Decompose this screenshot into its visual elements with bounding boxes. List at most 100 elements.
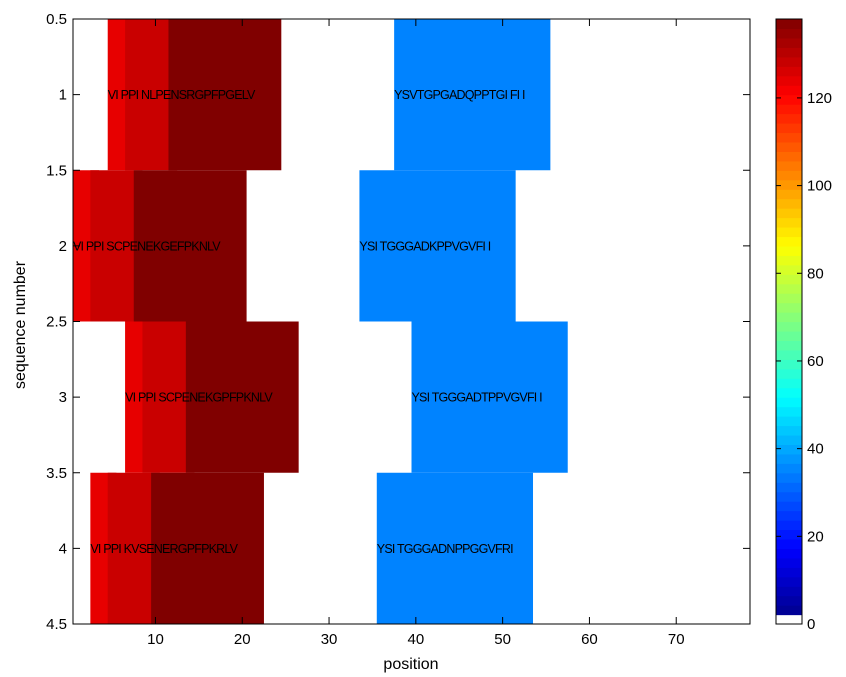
colorbar-swatch: [776, 198, 802, 209]
colorbar-tick-label: 40: [807, 441, 824, 458]
colorbar-swatch: [776, 236, 802, 247]
heatmap-cell: [151, 472, 264, 624]
colorbar: 0 20 40 60 80 100 120: [775, 18, 832, 633]
colorbar-swatch: [776, 293, 802, 304]
colorbar-swatch: [776, 19, 802, 30]
colorbar-swatch: [776, 576, 802, 587]
colorbar-swatch: [776, 472, 802, 483]
colorbar-swatch: [776, 312, 802, 323]
colorbar-swatch: [776, 605, 802, 616]
colorbar-swatch: [776, 151, 802, 162]
colorbar-swatch: [776, 132, 802, 143]
colorbar-swatch: [776, 189, 802, 200]
colorbar-swatch: [776, 170, 802, 181]
colorbar-swatch: [776, 586, 802, 597]
colorbar-swatch: [776, 406, 802, 417]
y-tick-label: 3: [59, 389, 67, 406]
y-tick-label: 0.5: [46, 11, 67, 28]
colorbar-swatch: [776, 85, 802, 96]
colorbar-swatch: [776, 226, 802, 238]
x-axis-title: position: [383, 656, 438, 673]
colorbar-swatch: [776, 264, 802, 275]
colorbar-swatch: [776, 245, 802, 256]
colorbar-swatch: [776, 614, 802, 625]
y-tick-label: 3.5: [46, 465, 67, 482]
colorbar-swatch: [776, 122, 802, 134]
colorbar-swatch: [776, 520, 802, 531]
colorbar-tick-label: 80: [807, 265, 824, 282]
heatmap-motif-cell: [359, 170, 516, 322]
motif-label: YSI TGGGADNPPGGVFRI: [377, 542, 513, 556]
colorbar-swatch: [776, 359, 802, 370]
colorbar-swatch: [776, 160, 802, 171]
sequence-label: VI PPI SCPENEKGEFPKNLV: [73, 239, 221, 253]
colorbar-tick-label: 120: [807, 90, 832, 107]
x-tick-label: 20: [234, 631, 251, 648]
colorbar-swatch: [776, 378, 802, 389]
colorbar-swatch: [776, 595, 802, 606]
colorbar-swatch: [776, 482, 802, 493]
colorbar-swatch: [776, 340, 802, 351]
colorbar-tick-label: 60: [807, 353, 824, 370]
x-tick-label: 40: [407, 631, 424, 648]
colorbar-swatch: [776, 510, 802, 521]
colorbar-swatch: [776, 179, 802, 190]
sequence-label: VI PPI KVSENERGPFPKRLV: [90, 542, 238, 556]
colorbar-swatch: [776, 274, 802, 285]
colorbar-swatch: [776, 368, 802, 379]
colorbar-swatch: [776, 66, 802, 77]
y-tick-label: 4.5: [46, 616, 67, 633]
sequence-label: VI PPI NLPENSRGPFPGELV: [108, 88, 256, 102]
y-axis-title: sequence number: [12, 260, 29, 389]
colorbar-swatch: [776, 349, 802, 360]
colorbar-swatch: [776, 330, 802, 342]
y-tick-label: 4: [59, 540, 67, 557]
y-tick-label: 1.5: [46, 162, 67, 179]
x-tick-label: 50: [494, 631, 511, 648]
colorbar-tick-label: 0: [807, 616, 815, 633]
sequence-label: VI PPI SCPENEKGPFPKNLV: [125, 391, 273, 405]
heatmap-cell: [133, 170, 247, 322]
x-tick-label: 60: [581, 631, 598, 648]
colorbar-swatch: [776, 491, 802, 502]
colorbar-swatch: [776, 141, 802, 152]
colorbar-tick-label: 100: [807, 178, 832, 195]
heatmap-cell: [168, 19, 282, 171]
colorbar-swatch: [776, 557, 802, 568]
colorbar-swatch: [776, 47, 802, 58]
heatmap-cell: [125, 19, 178, 171]
colorbar-swatch: [776, 416, 802, 427]
colorbar-swatch: [776, 501, 802, 512]
colorbar-swatch: [776, 113, 802, 124]
motif-label: YSI TGGGADTPPVGVFI I: [412, 391, 543, 405]
heatmap-motif-cell: [411, 321, 568, 473]
colorbar-swatch: [776, 104, 802, 115]
colorbar-swatch: [776, 37, 802, 48]
colorbar-swatch: [776, 397, 802, 408]
heatmap-motif-cell: [376, 472, 534, 624]
colorbar-swatch: [776, 217, 802, 228]
colorbar-swatch: [776, 529, 802, 540]
colorbar-swatch: [776, 56, 802, 67]
colorbar-swatch: [776, 302, 802, 313]
heatmap-cell: [185, 321, 299, 473]
colorbar-swatch: [776, 283, 802, 294]
colorbar-swatch: [776, 387, 802, 398]
colorbar-tick-label: 20: [807, 528, 824, 545]
x-tick-label: 30: [321, 631, 338, 648]
colorbar-swatch: [776, 208, 802, 219]
colorbar-swatch: [776, 538, 802, 549]
y-tick-label: 1: [59, 87, 67, 104]
colorbar-swatch: [776, 463, 802, 474]
colorbar-swatch: [776, 321, 802, 332]
motif-label: YSVTGPGADQPPTGI FI I: [394, 88, 525, 102]
colorbar-frame: [775, 18, 803, 625]
colorbar-swatch: [776, 453, 802, 464]
colorbar-swatch: [776, 434, 802, 445]
y-tick-label: 2: [59, 238, 67, 255]
colorbar-swatch: [776, 567, 802, 578]
x-tick-label: 10: [147, 631, 164, 648]
colorbar-swatch: [776, 425, 802, 436]
colorbar-swatch: [776, 75, 802, 86]
